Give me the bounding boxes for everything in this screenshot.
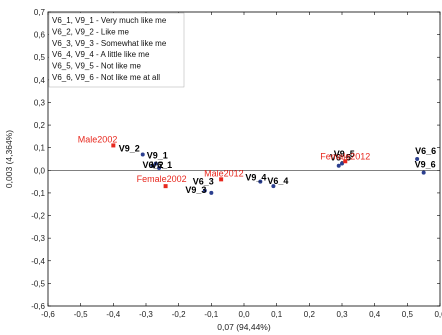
y-tick-label: 0,4 bbox=[34, 76, 46, 85]
point-marker-circle bbox=[340, 161, 344, 166]
legend-entry: V6_6, V9_6 - Not like me at all bbox=[52, 73, 160, 82]
legend: V6_1, V9_1 - Very much like me V6_2, V9_2… bbox=[48, 12, 185, 88]
point-label: V6_5 bbox=[330, 153, 351, 163]
point-marker-circle bbox=[202, 188, 207, 193]
point-label: V6_3 bbox=[193, 177, 214, 187]
point-marker-circle bbox=[271, 184, 276, 189]
legend-box bbox=[48, 12, 185, 88]
y-tick-label: 0,2 bbox=[34, 121, 46, 130]
point-label: Male2012 bbox=[204, 168, 244, 178]
point-label: V9_2 bbox=[119, 143, 140, 153]
point-marker-circle bbox=[336, 163, 341, 168]
y-tick-label: 0,7 bbox=[34, 8, 46, 17]
point-label: V6_1 bbox=[151, 160, 172, 170]
point-label: Female2002 bbox=[137, 174, 187, 184]
x-tick-label: -0,2 bbox=[172, 310, 186, 319]
legend-entry: V6_3, V9_3 - Somewhat like me bbox=[52, 39, 167, 48]
point-label: Male2002 bbox=[78, 134, 118, 144]
legend-entry: V6_2, V9_2 - Like me bbox=[52, 27, 129, 36]
x-tick-label: 0,0 bbox=[238, 310, 250, 319]
y-tick-label: -0,2 bbox=[31, 212, 45, 221]
point-marker-circle bbox=[157, 166, 162, 171]
y-tick-label: -0,4 bbox=[31, 257, 45, 266]
x-axis-title: 0,07 (94,44%) bbox=[217, 322, 271, 332]
point-label: V9_5 bbox=[334, 149, 355, 159]
point-marker-circle bbox=[421, 170, 426, 175]
point-label: Female2012 bbox=[320, 151, 370, 161]
y-axis-title: 0,003 (4,364%) bbox=[4, 130, 14, 188]
legend-entry: V6_4, V9_4 - A little like me bbox=[52, 50, 150, 59]
legend-entry: V6_5, V9_5 - Not like me bbox=[52, 62, 141, 71]
x-tick-label: 0,5 bbox=[402, 310, 414, 319]
x-tick-label: 0,3 bbox=[336, 310, 348, 319]
y-tick-label: 0,3 bbox=[34, 98, 46, 107]
x-tick-label: -0,3 bbox=[139, 310, 153, 319]
y-tick-label: 0,6 bbox=[34, 31, 46, 40]
point-marker-square bbox=[219, 177, 224, 182]
point-label: V9_4 bbox=[245, 173, 266, 183]
x-tick-label: -0,5 bbox=[74, 310, 88, 319]
axis-ticks: -0,6 -0,5 -0,4 -0,3 -0,2 -0,1 0,0 0,1 0,2 0,3 0,4 0… bbox=[31, 8, 442, 319]
x-tick-label: -0,1 bbox=[204, 310, 218, 319]
y-tick-label: -0,3 bbox=[31, 234, 45, 243]
point-marker-circle bbox=[258, 179, 263, 184]
point-label: V6_2 bbox=[143, 160, 164, 170]
y-tick-label: 0,0 bbox=[34, 166, 46, 175]
point-marker-circle bbox=[150, 163, 155, 168]
point-marker-circle bbox=[415, 157, 420, 161]
x-tick-label: 0,4 bbox=[369, 310, 381, 319]
point-label: V6_6 bbox=[415, 146, 436, 156]
point-marker-circle bbox=[209, 190, 214, 195]
point-label: V9_1 bbox=[147, 151, 168, 161]
x-tick-label: 0,1 bbox=[271, 310, 283, 319]
point-label: V9_3 bbox=[185, 185, 206, 195]
point-marker-square bbox=[343, 159, 348, 164]
y-tick-label: 0,1 bbox=[34, 144, 46, 153]
y-tick-label: -0,1 bbox=[31, 189, 45, 198]
point-marker-circle bbox=[153, 161, 158, 166]
x-tick-label: -0,6 bbox=[41, 310, 55, 319]
point-label: V9_6 bbox=[415, 160, 436, 170]
y-tick-label: -0,6 bbox=[31, 302, 45, 311]
legend-entry: V6_1, V9_1 - Very much like me bbox=[52, 16, 167, 25]
y-tick-label: 0,5 bbox=[34, 53, 46, 62]
y-tick-label: -0,5 bbox=[31, 279, 45, 288]
point-marker-square bbox=[111, 143, 116, 148]
point-marker-square bbox=[163, 184, 168, 189]
x-tick-label: 0,6 bbox=[434, 310, 442, 319]
x-tick-label: -0,4 bbox=[106, 310, 120, 319]
point-label: V6_4 bbox=[267, 176, 288, 186]
x-tick-label: 0,2 bbox=[304, 310, 316, 319]
data-marks: V9_2 V9_1V6_2V6_1 V6_3V9_3 V9_4 V6_4 V9_5V6_5… bbox=[78, 134, 436, 195]
point-marker-circle bbox=[140, 152, 145, 157]
